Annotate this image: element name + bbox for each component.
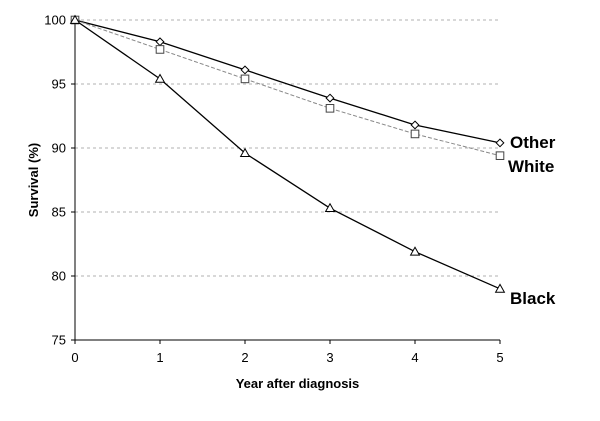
y-tick-label: 95 [52, 77, 66, 92]
y-axis-title: Survival (%) [26, 143, 41, 217]
data-point-black [239, 147, 251, 158]
data-point-black [494, 283, 506, 293]
series-label-black: Black [510, 289, 556, 308]
series-white [70, 15, 505, 160]
series-line-black [74, 19, 501, 290]
x-tick-label: 3 [326, 350, 333, 365]
x-tick-label: 0 [71, 350, 78, 365]
data-point-white [240, 74, 250, 84]
axes [74, 20, 500, 341]
data-point-other [155, 37, 165, 47]
data-point-other [325, 93, 335, 103]
y-tick-label: 85 [52, 205, 66, 220]
x-tick-label: 2 [241, 350, 248, 365]
data-point-white [410, 129, 420, 139]
data-point-white [325, 104, 335, 113]
x-tick-label: 4 [411, 350, 418, 365]
data-point-black [324, 202, 336, 213]
y-tick-label: 80 [52, 269, 66, 284]
data-point-other [495, 138, 505, 148]
series-line-other [74, 19, 501, 144]
x-tick-label: 5 [496, 350, 503, 365]
series-other [70, 15, 505, 148]
series-labels: Other White Black [508, 133, 556, 308]
series-label-other: Other [510, 133, 556, 152]
series-group [69, 14, 506, 293]
y-tick-label: 100 [44, 13, 66, 28]
tick-labels: 75 80 85 90 95 100 0 1 2 3 4 5 [44, 13, 503, 366]
data-point-black [409, 246, 421, 256]
y-tick-label: 75 [52, 333, 66, 348]
x-tick-label: 1 [156, 350, 163, 365]
series-label-white: White [508, 157, 554, 176]
data-point-other [410, 120, 420, 130]
x-axis-title: Year after diagnosis [236, 376, 360, 391]
series-line-white [74, 19, 501, 157]
y-tick-label: 90 [52, 141, 66, 156]
data-point-black [154, 73, 166, 83]
gridlines [75, 19, 500, 277]
series-black [69, 14, 506, 293]
data-point-white [495, 151, 505, 160]
data-point-other [240, 65, 250, 75]
data-point-white [155, 45, 165, 54]
data-point-black [69, 14, 81, 24]
